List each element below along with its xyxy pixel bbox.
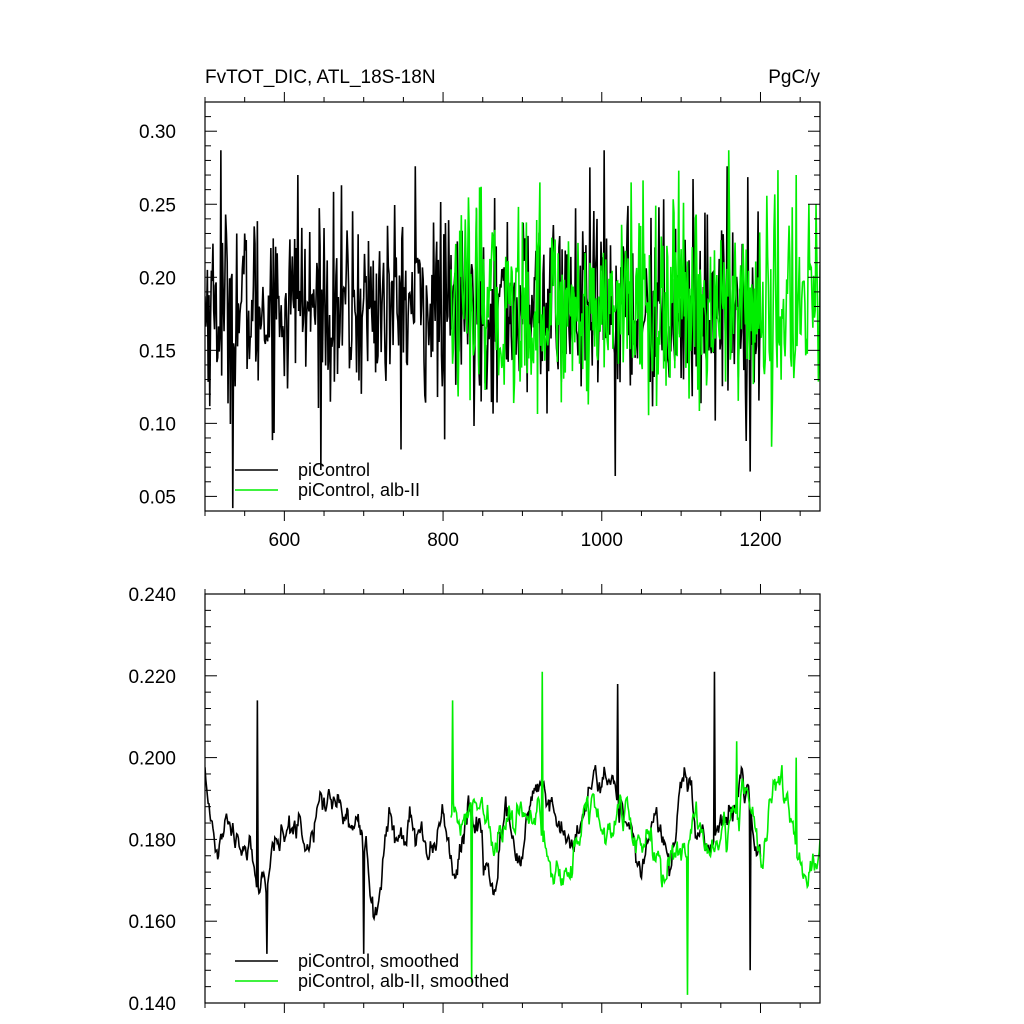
y-tick-label: 0.180: [128, 830, 176, 851]
x-tick-label: 1000: [581, 530, 623, 551]
y-tick-label: 0.200: [128, 749, 176, 770]
y-tick-label: 0.05: [139, 487, 176, 508]
y-tick-label: 0.25: [139, 195, 176, 216]
y-tick-label: 0.220: [128, 667, 176, 688]
y-tick-label: 0.140: [128, 994, 176, 1015]
series-line-picontrol-smoothed: [205, 671, 762, 971]
figure-units: PgC/y: [768, 67, 820, 88]
y-tick-label: 0.10: [139, 414, 176, 435]
top-panel: 600 800 1000 1200 0.05 0.10 0.15 0.20 0.25 0.30 pi…: [139, 92, 821, 551]
y-tick-label: 0.15: [139, 341, 176, 362]
legend-label: piControl, alb-II, smoothed: [298, 971, 509, 991]
y-tick-label: 0.30: [139, 122, 176, 143]
legend-label: piControl, alb-II: [298, 480, 420, 500]
x-tick-label: 1200: [739, 530, 781, 551]
x-tick-label: 600: [269, 530, 301, 551]
bottom-panel: 0.140 0.160 0.180 0.200 0.220 0.240 piControl,…: [128, 584, 821, 1015]
y-tick-label: 0.20: [139, 268, 176, 289]
series-line-picontrol-alb-ii: [450, 150, 820, 447]
y-tick-label: 0.160: [128, 912, 176, 933]
x-tick-label: 800: [427, 530, 459, 551]
legend-label: piControl: [298, 460, 370, 480]
series-line-picontrol-alb-ii-smoothed: [450, 671, 820, 995]
plot-frame: [204, 593, 821, 1004]
figure-title: FvTOT_DIC, ATL_18S-18N: [205, 67, 436, 88]
legend-label: piControl, smoothed: [298, 951, 459, 971]
y-tick-label: 0.240: [128, 585, 176, 606]
series-line-picontrol: [205, 150, 762, 509]
